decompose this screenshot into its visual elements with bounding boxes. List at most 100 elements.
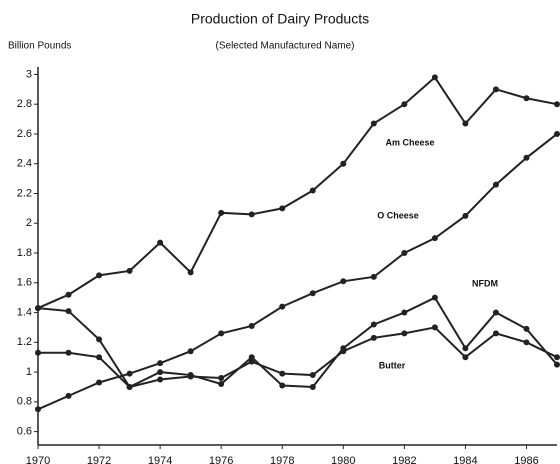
data-point — [523, 154, 530, 161]
data-point — [187, 348, 194, 355]
data-point — [187, 373, 194, 380]
data-point — [462, 345, 469, 352]
data-point — [523, 325, 530, 332]
data-point — [554, 361, 560, 368]
y-tick-label: 3 — [26, 68, 32, 80]
data-point — [96, 272, 103, 279]
data-point — [65, 308, 72, 315]
data-point — [279, 303, 286, 310]
y-tick-label: 2 — [26, 217, 32, 229]
data-point — [218, 330, 225, 337]
data-point — [401, 250, 408, 257]
data-point — [370, 321, 377, 328]
data-point — [65, 392, 72, 399]
data-point — [157, 360, 164, 367]
data-point — [157, 369, 164, 376]
x-tick-label: 1986 — [514, 455, 538, 464]
series-label: Butter — [379, 360, 406, 370]
data-point — [218, 380, 225, 387]
data-point — [279, 382, 286, 389]
data-point — [462, 354, 469, 361]
data-point — [157, 376, 164, 383]
data-point — [492, 309, 499, 316]
y-tick-label: 0.6 — [17, 426, 32, 438]
data-point — [340, 160, 347, 167]
data-point — [462, 120, 469, 127]
y-tick-label: 1.2 — [17, 336, 32, 348]
x-tick-label: 1978 — [270, 455, 294, 464]
data-point — [401, 101, 408, 108]
data-point — [431, 324, 438, 331]
data-point — [340, 278, 347, 285]
series-label: Am Cheese — [385, 137, 434, 147]
x-tick-label: 1982 — [392, 455, 416, 464]
data-point — [96, 354, 103, 361]
data-point — [187, 269, 194, 276]
data-point — [35, 406, 41, 413]
data-point — [279, 205, 286, 212]
data-point — [96, 379, 103, 386]
data-point — [65, 349, 72, 356]
data-point — [126, 267, 133, 274]
data-point — [65, 291, 72, 298]
x-tick-label: 1976 — [209, 455, 233, 464]
data-point — [492, 181, 499, 188]
series-line — [37, 296, 558, 389]
data-point — [370, 120, 377, 127]
data-point — [492, 86, 499, 93]
data-point — [492, 330, 499, 337]
data-point — [523, 95, 530, 102]
data-point — [218, 209, 225, 216]
x-tick-label: 1984 — [453, 455, 477, 464]
data-point — [248, 358, 255, 365]
series-label: O Cheese — [377, 210, 419, 220]
x-tick-label: 1970 — [26, 455, 50, 464]
data-point — [126, 383, 133, 390]
data-point — [248, 322, 255, 329]
data-point — [35, 349, 41, 356]
y-tick-label: 1 — [26, 366, 32, 378]
y-axis-label: Billion Pounds — [8, 41, 71, 52]
series-line — [38, 326, 558, 389]
data-point — [554, 130, 560, 137]
series-label: NFDM — [472, 278, 498, 288]
data-point — [431, 294, 438, 301]
series-line — [37, 133, 558, 411]
y-tick-label: 1.4 — [17, 306, 32, 318]
data-point — [279, 370, 286, 377]
data-point — [554, 101, 560, 108]
data-point — [401, 330, 408, 337]
data-point — [157, 239, 164, 246]
y-tick-label: 0.8 — [17, 396, 32, 408]
data-point — [218, 375, 225, 382]
data-point — [248, 211, 255, 218]
y-tick-label: 2.6 — [17, 128, 32, 140]
y-tick-label: 2.4 — [17, 158, 32, 170]
data-point — [370, 273, 377, 280]
x-tick-label: 1972 — [87, 455, 111, 464]
y-tick-label: 1.6 — [17, 277, 32, 289]
x-tick-label: 1980 — [331, 455, 355, 464]
data-point — [126, 370, 133, 377]
data-point — [462, 212, 469, 219]
chart-title: Production of Dairy Products — [191, 11, 369, 27]
y-tick-label: 2.2 — [17, 187, 32, 199]
data-point — [309, 383, 316, 390]
y-tick-label: 2.8 — [17, 98, 32, 110]
chart-subtitle: (Selected Manufactured Name) — [216, 41, 355, 52]
data-point — [431, 74, 438, 81]
data-point — [309, 372, 316, 379]
data-point — [309, 290, 316, 297]
data-point — [401, 309, 408, 316]
y-tick-label: 1.8 — [17, 247, 32, 259]
series-line — [37, 75, 558, 310]
data-point — [96, 336, 103, 343]
data-point — [431, 235, 438, 242]
data-point — [554, 354, 560, 361]
data-point — [523, 339, 530, 346]
x-tick-label: 1974 — [148, 455, 172, 464]
data-point — [35, 305, 41, 312]
data-point — [309, 187, 316, 194]
data-point — [370, 334, 377, 341]
